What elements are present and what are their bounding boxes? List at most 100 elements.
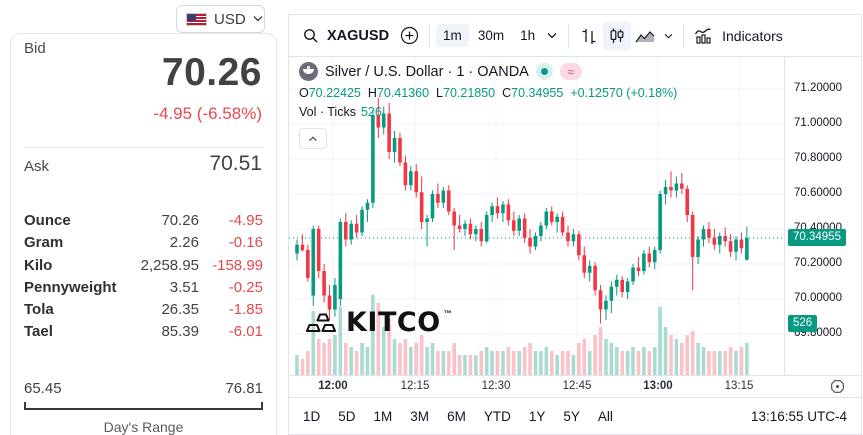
range-low: 65.45 [24,380,62,397]
price-axis-label: 70.00000 [794,292,842,304]
style-menu-chevron-icon[interactable] [659,22,677,50]
range-button-1m[interactable]: 1M [373,409,393,424]
approximate-data-icon[interactable]: ≈ [559,63,582,80]
price-axis-label: 70.80000 [794,152,842,164]
range-button-5y[interactable]: 5Y [563,409,580,424]
price-axis[interactable]: 71.2000071.0000070.8000070.6000070.40000… [784,57,861,375]
axis-settings-gear-icon[interactable] [830,379,845,399]
range-button-ytd[interactable]: YTD [483,409,511,424]
unit-row: Pennyweight 3.51 -0.25 [24,279,263,301]
candlestick-chart[interactable] [289,57,784,375]
time-axis-label: 12:15 [400,380,430,392]
unit-name: Ounce [24,212,71,229]
volume-badge: 526 [788,315,818,332]
oanda-logo-icon [299,62,318,81]
ohlc-row: O70.22425 H70.41360 L70.21850 C70.34955 +0.1… [299,86,677,100]
divider [24,147,263,148]
range-button-6m[interactable]: 6M [447,409,466,424]
range-high: 76.81 [225,380,263,397]
bid-change: -4.95 (-6.58%) [153,104,262,123]
chart-toolbar: XAGUSD 1m 30m 1h [289,15,861,57]
market-status-icon[interactable] [535,63,553,80]
unit-value: 26.35 [161,301,199,319]
indicators-button[interactable]: Indicators [722,27,783,44]
range-button-1d[interactable]: 1D [303,409,321,424]
bid-value: 70.26 [161,51,262,94]
quote-card: Bid 70.26 -4.95 (-6.58%) Ask 70.51 Ounce… [10,33,277,435]
volume-value: 526 [360,105,382,119]
time-axis-label: 12:45 [562,380,592,392]
range-button-3m[interactable]: 3M [410,409,430,424]
toolbar-separator [429,23,431,48]
ohlc-pair: H70.41360 [367,86,430,100]
time-axis[interactable]: 12:00 12:15 12:30 12:45 13:00 13:15 [289,375,861,397]
unit-change: -0.25 [228,278,263,296]
chart-bottom-bar: 1D 5D 1M 3M 6M YTD 1Y 5Y All 13:16:55 UTC-4 [289,397,861,435]
toolbar-separator [683,23,685,48]
unit-value: 70.26 [161,212,199,229]
unit-row: Gram 2.26 -0.16 [24,234,263,256]
symbol-title[interactable]: Silver / U.S. Dollar · 1 · OANDA [325,63,529,80]
unit-value: 2.26 [169,234,199,252]
clock-timezone[interactable]: 13:16:55 UTC-4 [750,409,847,424]
unit-value: 3.51 [169,278,199,296]
range-button-1y[interactable]: 1Y [528,409,546,424]
currency-select[interactable]: USD [176,5,265,33]
kitco-watermark: KITCO ™ [305,307,452,338]
range-button-all[interactable]: All [597,409,613,424]
chart-style-area-icon[interactable] [631,22,659,50]
unit-name: Pennyweight [24,278,117,296]
ask-label: Ask [24,158,50,175]
volume-label: Vol · Ticks [299,105,356,119]
unit-name: Kilo [24,256,53,274]
unit-name: Tola [24,301,54,319]
unit-change: -1.85 [228,301,263,319]
unit-change: -0.16 [228,234,263,252]
interval-30m[interactable]: 30m [477,28,505,43]
trademark-symbol: ™ [443,309,452,318]
chart-plot-area: 71.2000071.0000070.8000070.6000070.40000… [289,57,861,375]
chevron-down-icon [253,15,263,24]
unit-name: Gram [24,234,64,252]
interval-1m[interactable]: 1m [436,24,469,47]
unit-value: 85.39 [161,323,199,341]
ohlc-pair: L70.21850 [436,86,496,100]
range-button-5d[interactable]: 5D [338,409,356,424]
interval-menu-chevron-icon[interactable] [542,22,562,50]
price-change: +0.12570 (+0.18%) [570,86,678,100]
unit-row: Kilo 2,258.95 -158.99 [24,257,263,279]
search-icon[interactable] [297,22,325,50]
unit-value: 2,258.95 [140,256,199,274]
bid-label: Bid [24,40,46,57]
unit-change: -6.01 [228,323,263,341]
unit-name: Tael [24,323,53,341]
units-table: Ounce 70.26 -4.95 Gram 2.26 -0.16 Kilo 2,258.95… [24,212,263,346]
symbol-search-button[interactable]: XAGUSD [327,27,390,44]
days-range-values: 65.45 76.81 [24,380,263,397]
price-axis-label: 71.00000 [794,117,842,129]
time-axis-label: 13:15 [724,380,754,392]
compare-add-icon[interactable] [395,22,423,50]
chart-style-candles-icon[interactable] [603,21,632,50]
indicators-icon[interactable] [690,22,718,50]
unit-row: Ounce 70.26 -4.95 [24,212,263,234]
range-label: Day's Range [103,419,184,435]
last-price-badge: 70.34955 [788,228,846,246]
unit-change: -158.99 [212,256,263,274]
toolbar-separator [568,23,570,48]
interval-1h[interactable]: 1h [520,28,536,43]
unit-row: Tael 85.39 -6.01 [24,323,263,345]
range-buttons: 1D 5D 1M 3M 6M YTD 1Y 5Y All [303,409,613,424]
kitco-gold-bars-icon [305,313,337,333]
ohlc-pair: O70.22425 [299,86,361,100]
ask-value: 70.51 [209,152,262,175]
range-line [24,402,263,410]
legend-collapse-button[interactable] [299,128,327,149]
time-axis-label: 13:00 [643,380,673,392]
unit-change: -4.95 [228,212,263,229]
currency-label: USD [214,10,246,28]
chart-style-bars-icon[interactable] [575,22,603,50]
time-axis-label: 12:30 [481,380,511,392]
kitco-watermark-text: KITCO [346,307,441,338]
tradingview-chart-panel: XAGUSD 1m 30m 1h [288,14,862,435]
